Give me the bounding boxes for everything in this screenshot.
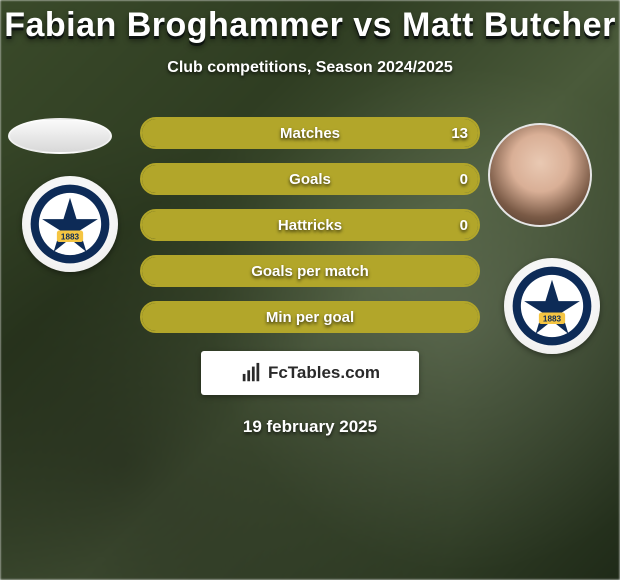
stat-right-value: 0	[460, 171, 468, 188]
stat-label: Goals	[289, 171, 331, 188]
stat-row: Goals 0	[140, 163, 480, 195]
page-subtitle: Club competitions, Season 2024/2025	[0, 59, 620, 77]
stat-label: Goals per match	[251, 263, 369, 280]
svg-text:1883: 1883	[543, 315, 562, 324]
club-crest-icon: 1883	[29, 183, 111, 265]
stat-right-value: 13	[451, 125, 468, 142]
stat-row: Goals per match	[140, 255, 480, 287]
player-right-avatar	[488, 123, 592, 227]
branding-text: FcTables.com	[268, 363, 380, 383]
stat-right-value: 0	[460, 217, 468, 234]
footer-date: 19 february 2025	[0, 417, 620, 437]
stat-row: Hattricks 0	[140, 209, 480, 241]
stat-row: Matches 13	[140, 117, 480, 149]
branding-badge: FcTables.com	[201, 351, 419, 395]
club-crest-icon: 1883	[511, 265, 593, 347]
stat-label: Min per goal	[266, 309, 354, 326]
player-left-club-badge: 1883	[22, 176, 118, 272]
infographic-card: Fabian Broghammer vs Matt Butcher Club c…	[0, 0, 620, 580]
stat-row: Min per goal	[140, 301, 480, 333]
stat-label: Matches	[280, 125, 340, 142]
player-left-avatar	[8, 118, 112, 154]
svg-text:1883: 1883	[61, 233, 80, 242]
page-title: Fabian Broghammer vs Matt Butcher	[0, 6, 620, 45]
player-right-club-badge: 1883	[504, 258, 600, 354]
stat-label: Hattricks	[278, 217, 342, 234]
stats-list: Matches 13 Goals 0 Hattricks 0 Goals per match…	[140, 117, 480, 333]
bar-chart-icon	[240, 362, 262, 384]
